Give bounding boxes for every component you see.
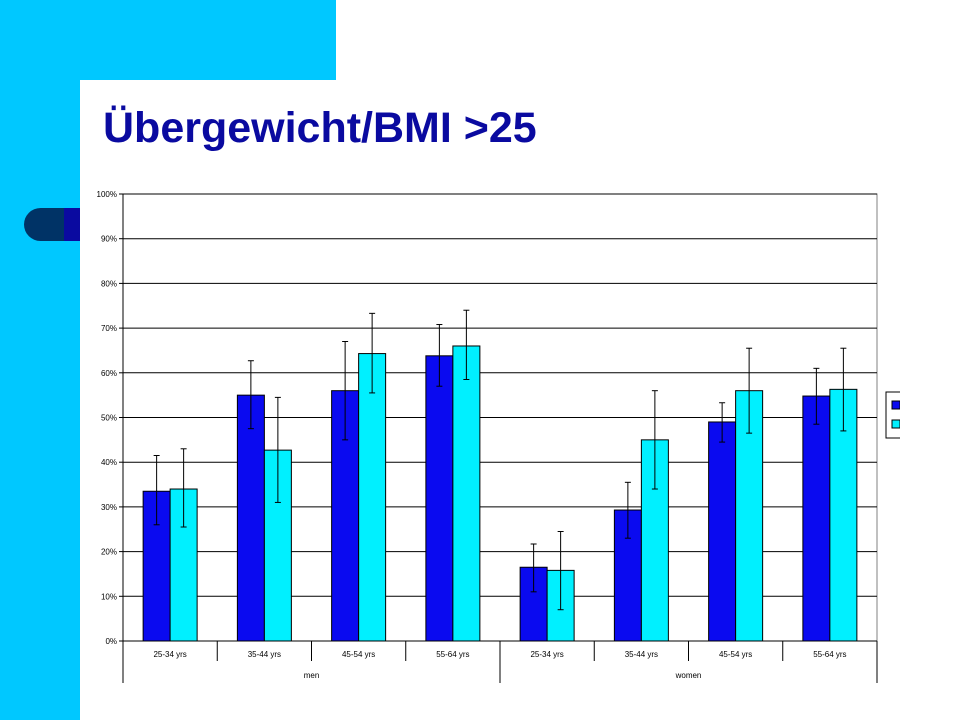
y-tick-label: 100% [97,190,117,199]
bar-1999 [452,345,481,642]
bar-1991 [708,421,737,642]
y-tick-label: 40% [101,458,117,467]
bar-1991 [802,395,831,642]
accent-band-left [0,0,80,720]
y-tick-label: 20% [101,548,117,557]
y-tick-label: 10% [101,592,117,601]
y-tick-label: 80% [101,279,117,288]
legend-swatch-1991 [891,400,900,410]
x-tick-label: 45-54 yrs [342,650,375,659]
bar-1991 [425,355,454,642]
y-tick-label: 60% [101,369,117,378]
y-tick-label: 70% [101,324,117,333]
legend-box [885,391,900,439]
bar-chart: 0% 10% 20% 30% 40% 50% 60% 70% 80% 90% 100% 25-34 y… [97,190,900,683]
y-tick-label: 30% [101,503,117,512]
x-tick-label: 35-44 yrs [248,650,281,659]
accent-pill-stripe [64,208,80,241]
x-group-label: men [304,671,320,680]
x-tick-label: 55-64 yrs [436,650,469,659]
y-tick-label: 0% [105,637,117,646]
x-tick-label: 25-34 yrs [153,650,186,659]
y-tick-label: 90% [101,235,117,244]
bar-1999 [358,353,387,642]
slide-title: Übergewicht/BMI >25 [103,104,537,152]
x-tick-label: 25-34 yrs [530,650,563,659]
x-tick-label: 45-54 yrs [719,650,752,659]
bar-1991 [236,394,265,642]
x-tick-label: 35-44 yrs [625,650,658,659]
y-tick-label: 50% [101,414,117,423]
x-tick-label: 55-64 yrs [813,650,846,659]
legend-swatch-1999 [891,419,900,429]
bar-1991 [613,509,642,642]
x-group-label: women [675,671,702,680]
